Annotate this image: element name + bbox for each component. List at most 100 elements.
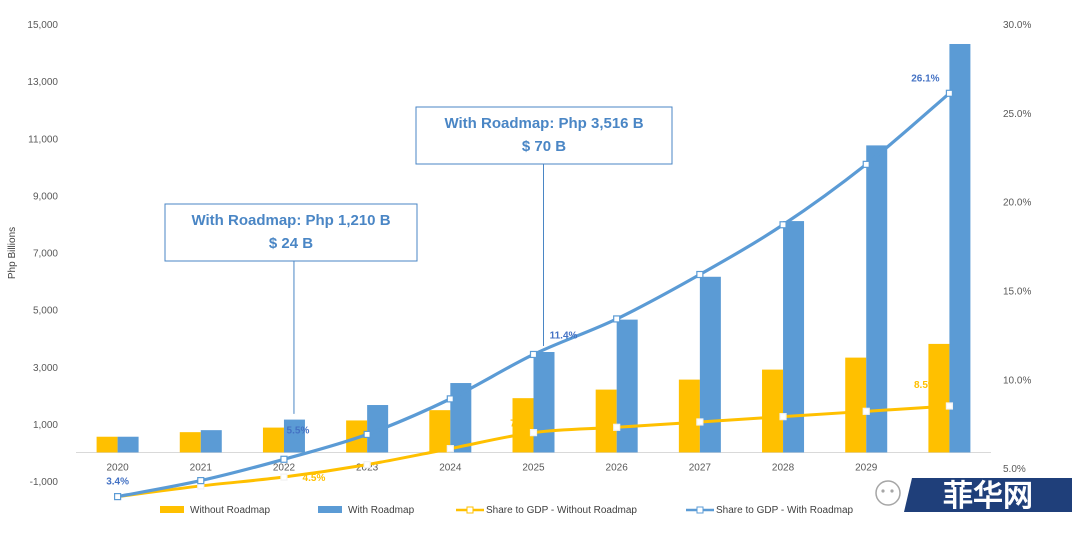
marker-share-with-roadmap	[529, 350, 538, 359]
legend-swatch	[318, 506, 342, 513]
y-tick-label: 7,000	[33, 249, 58, 260]
marker-share-with-roadmap	[696, 270, 704, 279]
y2-tick-label: 15.0%	[1003, 287, 1031, 298]
marker-share-without-roadmap	[529, 429, 538, 437]
callouts: With Roadmap: Php 1,210 B $ 24 B With Road…	[164, 106, 673, 414]
bar-with-roadmap	[699, 276, 721, 453]
marker-share-without-roadmap	[862, 407, 870, 415]
marker-share-without-roadmap	[613, 423, 621, 431]
bar-without-roadmap	[262, 427, 284, 453]
bar-with-roadmap	[533, 352, 555, 453]
wechat-icon	[875, 480, 901, 506]
y2-tick-label: 20.0%	[1003, 198, 1031, 209]
marker-share-without-roadmap	[696, 418, 704, 426]
marker-share-without-roadmap	[363, 461, 371, 469]
legend-marker	[696, 506, 704, 514]
x-tick-label: 2022	[273, 462, 296, 473]
bar-with-roadmap	[949, 43, 971, 453]
callout-text: $ 70 B	[522, 138, 566, 155]
data-label: 26.1%	[911, 73, 939, 84]
marker-share-with-roadmap	[113, 492, 122, 501]
legend: Without Roadmap With Roadmap Share to GDP …	[160, 505, 854, 516]
bar-without-roadmap	[96, 436, 118, 453]
bar-with-roadmap	[866, 145, 888, 453]
y-tick-label: 5,000	[33, 306, 58, 317]
y-tick-label: 9,000	[33, 191, 58, 202]
watermark: 菲华网	[875, 478, 1072, 514]
data-label: 3.4%	[106, 477, 129, 488]
callout-text: With Roadmap: Php 3,516 B	[444, 115, 643, 132]
marker-share-with-roadmap	[363, 430, 371, 439]
bar-without-roadmap	[595, 389, 617, 453]
bar-without-roadmap	[762, 369, 784, 453]
y-tick-label: 13,000	[27, 77, 58, 88]
y-axis-left: 15,000 13,000 11,000 9,000 7,000 5,000 3,000 1,…	[27, 20, 58, 488]
watermark-text: 菲华网	[943, 479, 1033, 514]
x-axis: 2020202120222023202420252026202720282029	[106, 462, 877, 473]
x-tick-label: 2021	[190, 462, 213, 473]
x-tick-label: 2028	[772, 462, 795, 473]
callout-text: With Roadmap: Php 1,210 B	[191, 212, 390, 229]
y-tick-label: 3,000	[33, 363, 58, 374]
bar-with-roadmap	[450, 383, 472, 453]
y-tick-label: 15,000	[27, 20, 58, 31]
marker-share-with-roadmap	[613, 315, 621, 323]
legend-swatch	[160, 506, 184, 513]
marker-share-without-roadmap	[779, 413, 787, 421]
bar-without-roadmap	[928, 343, 950, 453]
marker-share-with-roadmap	[280, 455, 288, 463]
y-axis-right: 30.0% 25.0% 20.0% 15.0% 10.0% 5.0%	[1003, 20, 1031, 475]
data-label: 4.5%	[303, 473, 326, 484]
y-tick-label: 1,000	[33, 420, 58, 431]
bar-with-roadmap	[283, 419, 305, 453]
y2-tick-label: 5.0%	[1003, 464, 1026, 475]
marker-share-without-roadmap	[446, 445, 454, 453]
marker-share-with-roadmap	[945, 89, 954, 97]
marker-share-with-roadmap	[779, 221, 787, 229]
legend-label: Share to GDP - With Roadmap	[716, 505, 854, 516]
y-tick-label: -1,000	[30, 477, 59, 488]
marker-share-without-roadmap	[280, 473, 288, 481]
marker-share-with-roadmap	[197, 477, 205, 485]
lines	[113, 89, 954, 501]
bar-without-roadmap	[179, 432, 201, 453]
y-tick-label: 11,000	[28, 134, 58, 145]
watermark-badge	[904, 478, 1072, 512]
y2-tick-label: 25.0%	[1003, 109, 1031, 120]
legend-marker	[466, 506, 474, 514]
bar-without-roadmap	[512, 398, 534, 453]
data-label: 11.4%	[550, 330, 578, 341]
data-label: 7.0%	[510, 419, 533, 430]
x-tick-label: 2020	[106, 462, 129, 473]
data-label: 5.5%	[287, 425, 310, 436]
bars	[96, 43, 971, 453]
bar-with-roadmap	[616, 319, 638, 453]
marker-share-with-roadmap	[446, 395, 454, 403]
x-tick-label: 2029	[855, 462, 878, 473]
y-axis-title: Php Billions	[7, 227, 18, 279]
legend-label: Without Roadmap	[190, 505, 270, 516]
bar-with-roadmap	[200, 430, 222, 453]
callout-box	[415, 106, 673, 165]
bar-without-roadmap	[845, 357, 867, 453]
marker-share-without-roadmap	[945, 402, 954, 410]
x-tick-label: 2025	[522, 462, 545, 473]
legend-label: With Roadmap	[348, 505, 415, 516]
x-tick-label: 2027	[689, 462, 712, 473]
bar-with-roadmap	[367, 405, 389, 453]
bar-with-roadmap	[117, 436, 139, 453]
data-labels: 3.4% 5.5% 11.4% 26.1% 4.5% 7.0% 8.5%	[106, 73, 939, 487]
x-tick-label: 2024	[439, 462, 462, 473]
bar-without-roadmap	[429, 410, 451, 453]
legend-label: Share to GDP - Without Roadmap	[486, 505, 637, 516]
bar-without-roadmap	[678, 379, 700, 453]
callout-text: $ 24 B	[269, 235, 313, 252]
x-tick-label: 2026	[606, 462, 629, 473]
bar-with-roadmap	[783, 221, 805, 453]
marker-share-with-roadmap	[862, 160, 870, 168]
y2-tick-label: 30.0%	[1003, 20, 1031, 31]
callout-box	[164, 203, 418, 262]
data-label: 8.5%	[914, 380, 937, 391]
y2-tick-label: 10.0%	[1003, 375, 1031, 386]
